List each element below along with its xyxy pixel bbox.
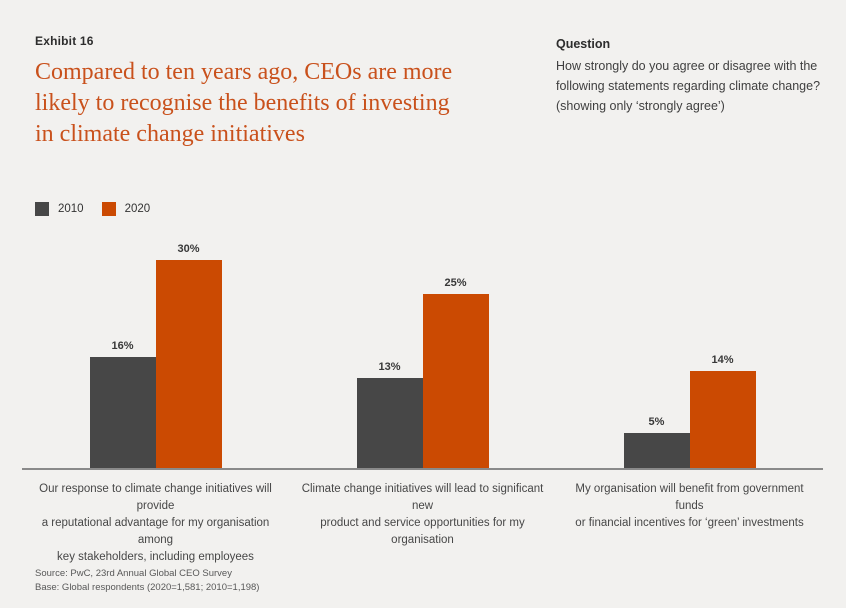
bar-value-label: 13% <box>378 360 401 373</box>
bar-2020-group-3: 14% <box>689 354 756 468</box>
bar-2010-group-1: 16% <box>89 340 156 468</box>
category-labels-row: Our response to climate change initiativ… <box>22 470 823 566</box>
bar-value-label: 25% <box>444 277 467 290</box>
category-label-1: Our response to climate change initiativ… <box>39 483 272 563</box>
question-text: How strongly do you agree or disagree wi… <box>556 59 821 113</box>
legend-item-2020: 2020 <box>101 202 151 216</box>
page-title: Compared to ten years ago, CEOs are more… <box>35 59 453 147</box>
exhibit-label: Exhibit 16 <box>35 34 94 48</box>
bar-value-label: 14% <box>711 353 734 366</box>
bar-group-1: 16% 30% <box>22 225 289 468</box>
legend-swatch-2010 <box>35 202 49 216</box>
bar-value-label: 16% <box>111 339 134 352</box>
category-label-2: Climate change initiatives will lead to … <box>301 483 544 546</box>
category-cell-2: Climate change initiatives will lead to … <box>289 470 556 566</box>
legend-label-2010: 2010 <box>58 203 84 215</box>
chart-legend: 2010 2020 <box>35 202 150 216</box>
question-block: Question How strongly do you agree or di… <box>556 37 824 116</box>
plot-area: 16% 30% 13% 25% 5% 14% <box>22 225 823 470</box>
bar-group-2: 13% 25% <box>289 225 556 468</box>
category-cell-1: Our response to climate change initiativ… <box>22 470 289 566</box>
legend-item-2010: 2010 <box>35 202 84 216</box>
bar-value-label: 30% <box>177 242 200 255</box>
legend-label-2020: 2020 <box>124 203 151 215</box>
bar-value-label: 5% <box>648 416 665 429</box>
legend-swatch-2020 <box>101 202 116 216</box>
question-heading: Question <box>556 37 611 51</box>
bar-group-3: 5% 14% <box>556 225 823 468</box>
category-label-3: My organisation will benefit from govern… <box>575 483 804 529</box>
source-note: Source: PwC, 23rd Annual Global CEO Surv… <box>35 568 260 593</box>
bar-2020-group-1: 30% <box>155 243 222 468</box>
bar-2010-group-2: 13% <box>356 361 423 468</box>
bar-2010-group-3: 5% <box>623 416 690 468</box>
category-cell-3: My organisation will benefit from govern… <box>556 470 823 566</box>
bar-2020-group-2: 25% <box>422 277 489 468</box>
bar-chart: 16% 30% 13% 25% 5% 14% Our response to c… <box>22 225 823 566</box>
